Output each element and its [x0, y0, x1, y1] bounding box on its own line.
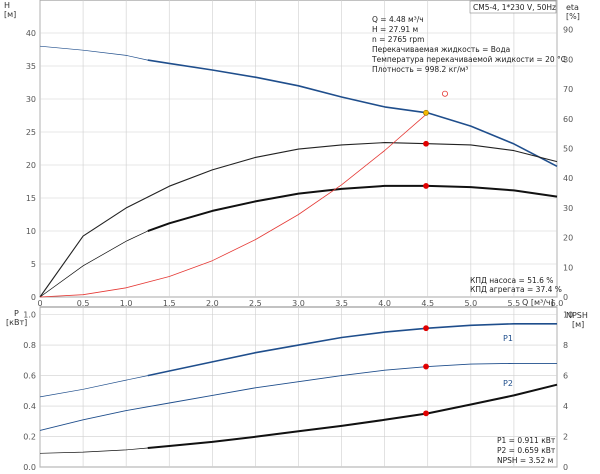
info-density: Плотность = 998.2 кг/м³: [372, 65, 468, 74]
info-h: H = 27.91 м: [372, 25, 418, 34]
y-right-tick-label: 6: [563, 372, 568, 381]
unit-efficiency-readout: КПД агрегата = 37.4 %: [470, 285, 562, 294]
x-tick-label: 0: [37, 299, 42, 308]
series-eta_pump-line: [39, 142, 558, 298]
y-right-tick-label: 80: [563, 55, 573, 64]
npsh-readout: NPSH = 3.52 м: [497, 456, 553, 465]
y-left-tick-label: 0.6: [23, 372, 36, 381]
pump-label-box: [469, 0, 557, 14]
operating-point-marker: [423, 183, 429, 189]
series-system-line: [39, 112, 429, 298]
operating-point-marker: [423, 325, 429, 332]
q-axis-label: Q [м³/ч]: [522, 298, 554, 307]
y-right-tick-label: 30: [563, 204, 573, 213]
y-right-tick-label: 40: [563, 174, 573, 183]
x-tick-label: 3.5: [335, 299, 348, 308]
x-tick-label: 5.0: [464, 299, 477, 308]
pump-efficiency-readout: КПД насоса = 51.6 %: [470, 276, 553, 285]
y-right-tick-label: 20: [563, 234, 573, 243]
p2-readout: P2 = 0.659 кВт: [497, 446, 556, 455]
y-right-tick-label: 8: [563, 341, 568, 350]
y-left-tick-label: 25: [26, 128, 36, 137]
operating-point-marker: [423, 410, 429, 417]
top-grid: [39, 0, 558, 298]
x-tick-label: 0.5: [77, 299, 90, 308]
series-eta_unit-extension: [39, 230, 148, 298]
y-left-tick-label: 15: [26, 194, 36, 203]
y-right-tick-label: 10: [563, 263, 573, 272]
y-left-tick-label: 30: [26, 95, 36, 104]
npsh-axis-label: NPSH [м]: [566, 311, 588, 329]
x-tick-label: 5.5: [508, 299, 521, 308]
x-tick-label: 3.0: [292, 299, 305, 308]
y-right-tick-label: 70: [563, 85, 573, 94]
p-axis-label: P [кВт]: [6, 309, 27, 327]
info-q: Q = 4.48 м³/ч: [372, 15, 424, 24]
y-right-tick-label: 60: [563, 115, 573, 124]
y-right-tick-label: 4: [563, 402, 568, 411]
bottom-tick-labels: 0.0 0.2 0.4 0.6 0.8 1.0 0 2 4 6 8 10: [23, 311, 573, 472]
eta-axis-label: eta [%]: [566, 3, 580, 21]
y-left-tick-label: 0.0: [23, 463, 36, 472]
y-right-tick-label: 0: [563, 463, 568, 472]
series-P1-line: [147, 323, 557, 377]
operating-point-marker: [423, 109, 429, 116]
series-eta_unit-line: [147, 184, 558, 233]
operating-point-marker: [423, 140, 429, 147]
x-tick-label: 4.5: [421, 299, 434, 308]
y-right-tick-label: 50: [563, 145, 573, 154]
y-left-tick-label: 0: [31, 293, 36, 302]
x-tick-label: 6.0: [551, 299, 564, 308]
y-left-tick-label: 5: [31, 260, 36, 269]
x-tick-label: 1.5: [163, 299, 176, 308]
h-axis-label: H [м]: [4, 1, 16, 19]
info-temperature: Температура перекачиваемой жидкости = 20…: [371, 55, 566, 64]
y-right-tick-label: 10: [563, 311, 573, 320]
x-tick-label: 1.0: [120, 299, 133, 308]
y-left-tick-label: 0.8: [23, 341, 36, 350]
bottom-grid: [39, 307, 558, 468]
y-right-tick-label: 90: [563, 26, 573, 35]
info-n: n = 2765 rpm: [372, 35, 424, 44]
operating-point-marker: [423, 363, 429, 370]
info-liquid: Перекачиваемая жидкость = Вода: [372, 45, 510, 54]
p2-series-label: P2: [503, 379, 513, 388]
series-NPSH-extension: [39, 447, 148, 454]
y-left-tick-label: 0.4: [23, 402, 36, 411]
y-left-tick-label: 0.2: [23, 433, 36, 442]
x-tick-label: 4.0: [378, 299, 391, 308]
top-series: [39, 45, 558, 298]
x-tick-label: 2.5: [249, 299, 262, 308]
pump-label: CM5-4, 1*230 V, 50Hz: [473, 3, 556, 12]
y-right-tick-label: 0: [563, 293, 568, 302]
series-P2-line: [39, 362, 557, 431]
series-P1-extension: [39, 375, 148, 398]
bottom-series: [39, 323, 558, 454]
y-left-tick-label: 40: [26, 29, 36, 38]
y-left-tick-label: 1.0: [23, 311, 36, 320]
series-H-line: [147, 59, 558, 168]
operating-point-marker: [441, 90, 448, 97]
p1-series-label: P1: [503, 334, 513, 343]
series-NPSH-line: [147, 383, 558, 449]
y-left-tick-label: 35: [26, 62, 36, 71]
y-right-tick-label: 2: [563, 433, 568, 442]
series-H-extension: [39, 45, 148, 61]
top-tick-labels: 0 0.5 1.0 1.5 2.0 2.5 3.0 3.5 4.0 4.5 5.0 5.5 6.0051…: [26, 26, 573, 308]
p1-readout: P1 = 0.911 кВт: [497, 436, 556, 445]
y-left-tick-label: 10: [26, 227, 36, 236]
y-left-tick-label: 20: [26, 161, 36, 170]
x-tick-label: 2.0: [206, 299, 219, 308]
